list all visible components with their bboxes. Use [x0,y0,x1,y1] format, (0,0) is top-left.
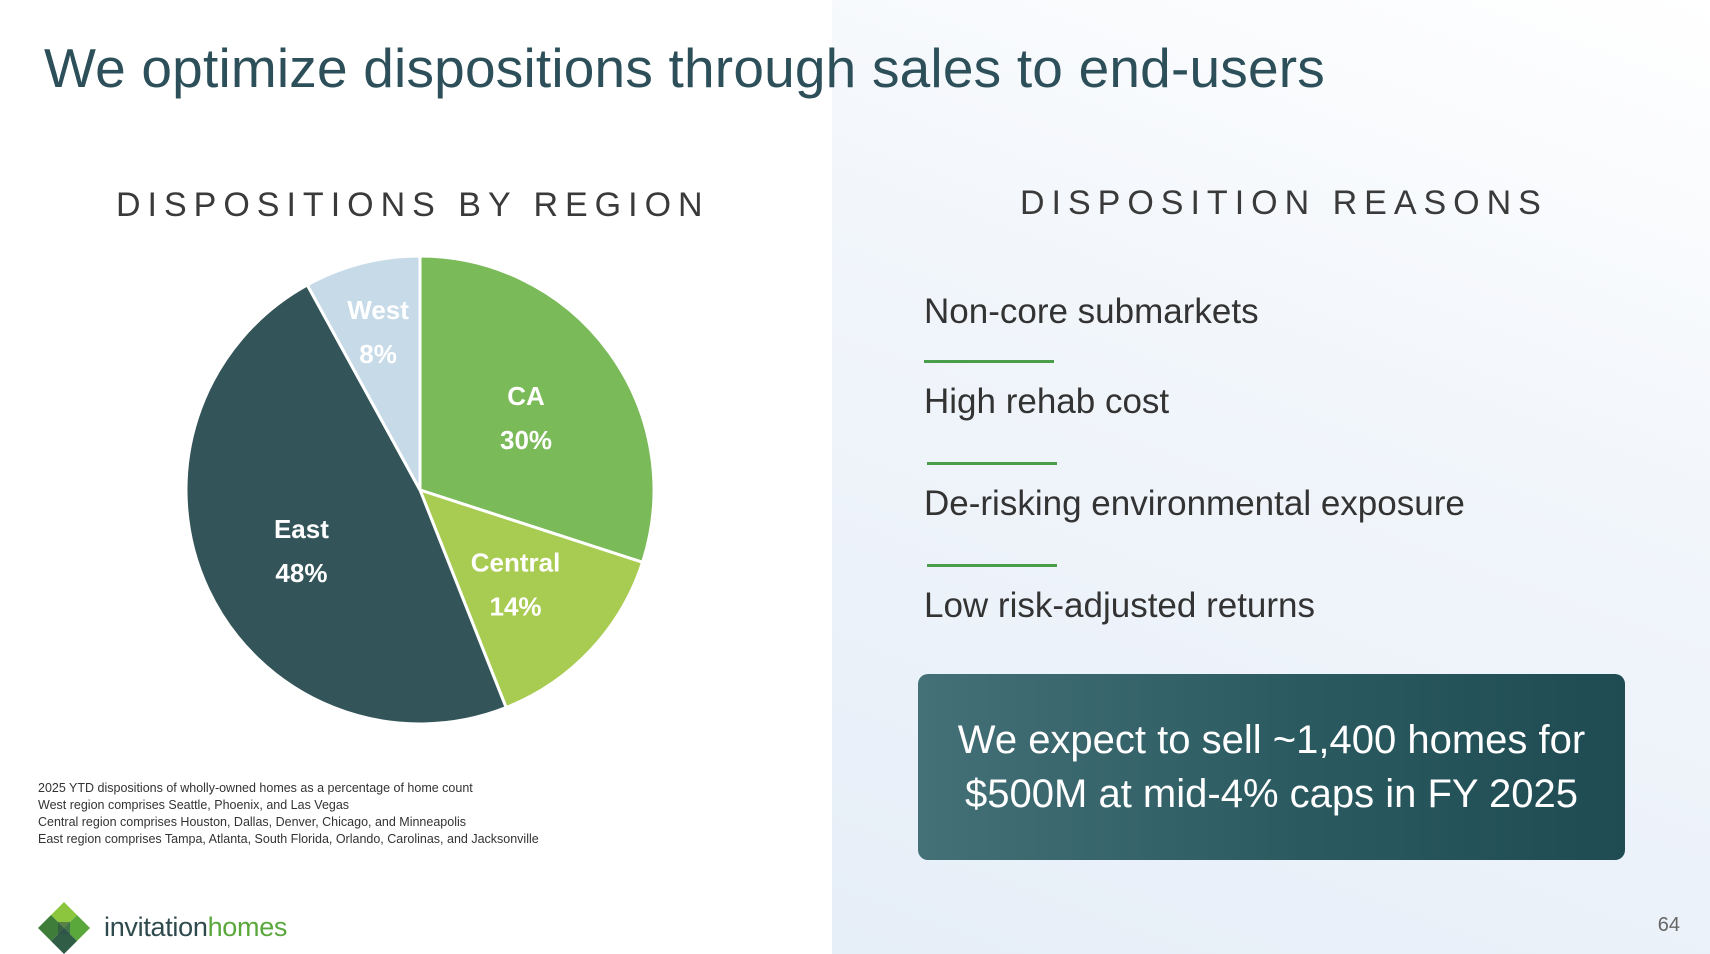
page-number: 64 [1657,914,1680,936]
pie-value-ca: 30% [500,425,552,455]
pie-label-east: East [274,514,329,544]
dispositions-pie-chart: CA 30% Central 14% East 48% West 8% [184,254,656,726]
logo-word-invitation: invitation [104,911,208,942]
reason-divider [927,564,1057,567]
reason-item: High rehab cost [924,382,1170,421]
pie-value-east: 48% [275,558,327,588]
reason-divider [924,360,1054,363]
footnote: West region comprises Seattle, Phoenix, … [38,798,350,812]
slide-title: We optimize dispositions through sales t… [44,37,1325,99]
pie-value-west: 8% [359,339,397,369]
company-logo: invitationhomes [36,900,287,954]
reason-item: Non-core submarkets [924,292,1259,331]
footnote: 2025 YTD dispositions of wholly-owned ho… [38,781,473,795]
footnote: East region comprises Tampa, Atlanta, So… [38,832,539,846]
diamond-cluster-logo-icon [38,902,90,954]
pie-value-central: 14% [490,592,542,622]
pie-slice-ca [418,254,656,565]
pie-slice-central [417,487,645,710]
reason-divider [927,462,1057,465]
expectation-callout: We expect to sell ~1,400 homes for $500M… [918,674,1625,860]
callout-text: We expect to sell ~1,400 homes for $500M… [957,718,1586,816]
logo-wordmark: invitationhomes [104,912,287,943]
reason-item: De-risking environmental exposure [924,484,1465,523]
footnotes: 2025 YTD dispositions of wholly-owned ho… [38,780,539,848]
pie-slice-east [184,282,509,726]
pie-label-west: West [347,295,409,325]
reason-item: Low risk-adjusted returns [924,586,1315,625]
pie-slice-west [305,254,422,491]
pie-label-central: Central [471,548,561,578]
logo-word-homes: homes [207,911,288,942]
dispositions-by-region-heading: DISPOSITIONS BY REGION [116,186,710,224]
disposition-reasons-heading: DISPOSITION REASONS [1020,184,1548,222]
footnote: Central region comprises Houston, Dallas… [38,815,466,829]
pie-label-ca: CA [507,381,545,411]
